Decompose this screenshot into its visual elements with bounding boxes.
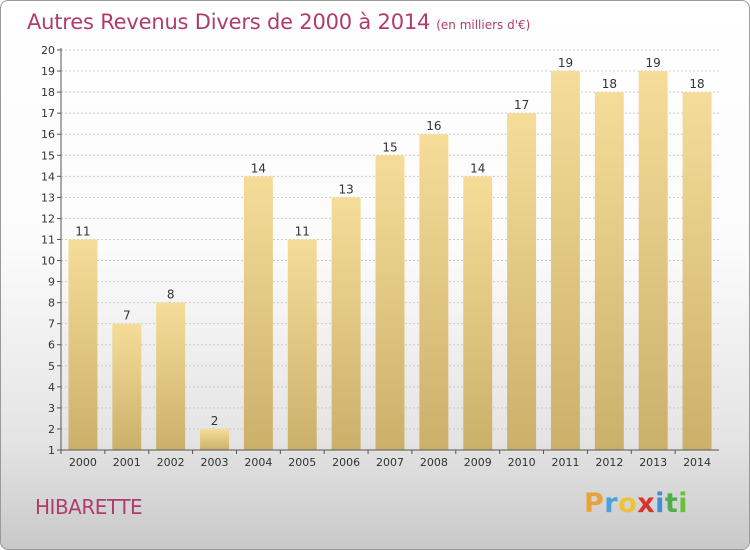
data-label: 14 (470, 161, 485, 175)
y-tick-label: 3 (48, 402, 55, 415)
x-tick-label: 2006 (332, 456, 360, 469)
x-tick-label: 2001 (113, 456, 141, 469)
data-label: 17 (514, 98, 529, 112)
y-tick-label: 13 (41, 191, 55, 204)
x-tick-label: 2014 (683, 456, 711, 469)
y-tick-label: 1 (48, 444, 55, 457)
y-tick-label: 16 (41, 128, 55, 141)
data-label: 8 (167, 288, 175, 302)
chart-title-block: Autres Revenus Divers de 2000 à 2014 (en … (27, 10, 530, 34)
bar-2007 (375, 155, 405, 450)
data-label: 13 (338, 182, 353, 196)
logo-letter: i (655, 488, 665, 519)
data-label: 19 (558, 56, 573, 70)
bar-2009 (463, 176, 493, 450)
chart-title: Autres Revenus Divers de 2000 à 2014 (27, 10, 431, 34)
data-label: 16 (426, 119, 441, 133)
logo-letter: t (664, 488, 679, 519)
x-tick-label: 2000 (69, 456, 97, 469)
bar-2000 (68, 239, 98, 450)
y-tick-label: 10 (41, 255, 55, 268)
bar-2012 (594, 92, 624, 451)
x-tick-label: 2011 (551, 456, 579, 469)
data-label: 2 (211, 414, 219, 428)
y-tick-label: 8 (48, 297, 55, 310)
town-name: HIBARETTE (35, 495, 143, 519)
logo-letter: o (618, 488, 638, 519)
x-tick-label: 2008 (420, 456, 448, 469)
y-tick-label: 12 (41, 212, 55, 225)
y-tick-label: 19 (41, 65, 55, 78)
y-tick-label: 5 (48, 360, 55, 373)
x-tick-label: 2003 (201, 456, 229, 469)
logo-letter: P (584, 488, 605, 519)
bar-2010 (507, 113, 537, 450)
y-tick-label: 11 (41, 233, 55, 246)
data-label: 15 (382, 140, 397, 154)
data-label: 18 (689, 77, 704, 91)
y-tick-label: 20 (41, 44, 55, 57)
data-label: 18 (602, 77, 617, 91)
y-tick-label: 18 (41, 86, 55, 99)
bar-2008 (419, 134, 449, 451)
bar-2004 (243, 176, 273, 450)
y-tick-label: 14 (41, 170, 55, 183)
y-tick-label: 2 (48, 423, 55, 436)
x-tick-label: 2010 (508, 456, 536, 469)
bar-2005 (287, 239, 317, 450)
y-tick-label: 17 (41, 107, 55, 120)
x-tick-label: 2007 (376, 456, 404, 469)
y-tick-label: 6 (48, 339, 55, 352)
x-tick-label: 2009 (464, 456, 492, 469)
x-tick-label: 2005 (288, 456, 316, 469)
bar-2011 (550, 71, 580, 450)
y-tick-label: 4 (48, 381, 55, 394)
logo-letter: r (604, 488, 619, 519)
x-tick-label: 2012 (595, 456, 623, 469)
x-tick-label: 2013 (639, 456, 667, 469)
bar-2003 (200, 428, 230, 450)
data-label: 14 (251, 161, 266, 175)
chart-subtitle: (en milliers d'€) (436, 18, 531, 32)
x-tick-label: 2004 (244, 456, 272, 469)
bar-2006 (331, 197, 361, 450)
data-label: 7 (123, 309, 131, 323)
y-tick-label: 15 (41, 149, 55, 162)
bar-2013 (638, 71, 668, 450)
proxiti-logo: Proxiti (584, 488, 688, 519)
data-label: 19 (646, 56, 661, 70)
logo-letter: x (637, 488, 656, 519)
bar-2001 (112, 323, 142, 450)
bar-2014 (682, 92, 712, 451)
y-tick-label: 9 (48, 276, 55, 289)
data-label: 11 (295, 224, 310, 238)
labels: 2000 11 2001 7 2002 8 2003 2 2004 14 2005 11 2006 13 2… (69, 56, 711, 469)
bar-2002 (156, 302, 186, 450)
data-label: 11 (75, 224, 90, 238)
y-tick-label: 7 (48, 318, 55, 331)
logo-letter: i (678, 488, 689, 519)
x-tick-label: 2002 (157, 456, 185, 469)
bars (68, 71, 712, 451)
